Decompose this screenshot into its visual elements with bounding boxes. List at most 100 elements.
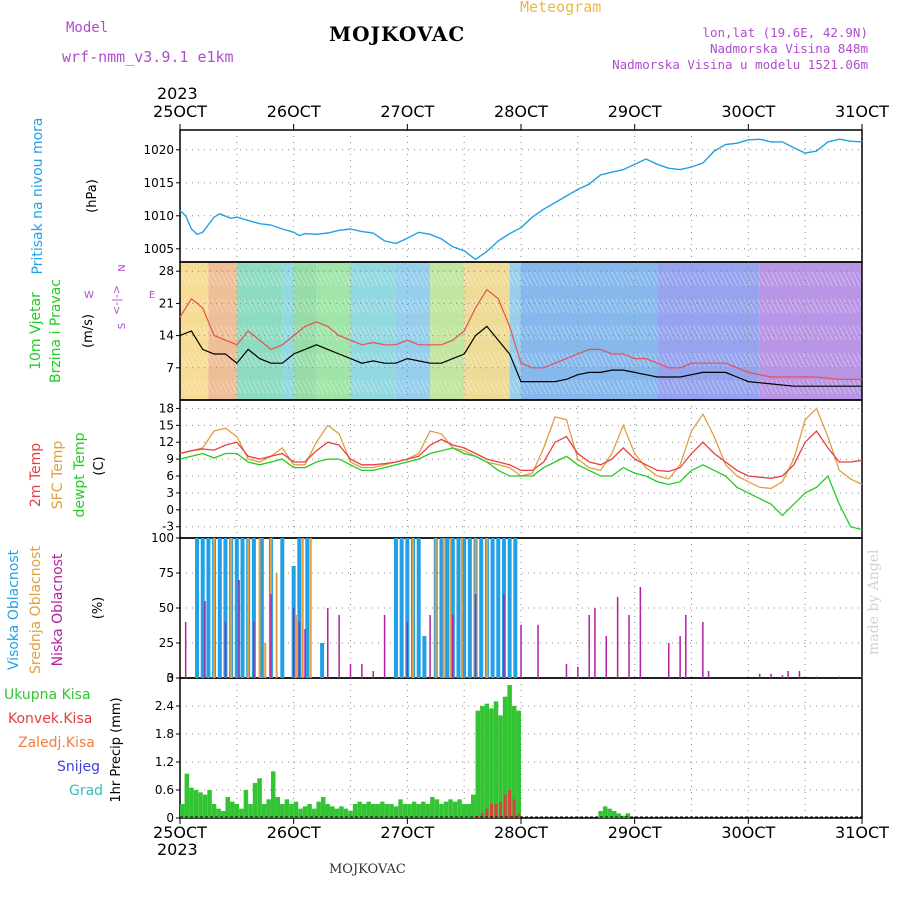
wind-barb: [766, 325, 774, 341]
wind-barb: [179, 325, 188, 341]
wind-barb: [243, 271, 252, 287]
precip-bar-convective: [494, 804, 498, 818]
cloud-bar-low: [204, 601, 206, 678]
wind-barb: [543, 298, 552, 314]
wind-barb: [688, 379, 697, 395]
wind-barb: [647, 352, 656, 368]
wind-barb: [606, 325, 615, 341]
wind-barb: [306, 325, 315, 341]
wind-barb: [184, 298, 192, 314]
wind-barb: [265, 271, 274, 287]
wind-barb: [402, 325, 411, 341]
wind-barb: [834, 271, 843, 287]
wind-barb: [315, 298, 324, 314]
wind-barb: [225, 298, 233, 314]
y-tick-label: 14: [159, 329, 174, 343]
wind-barb: [643, 379, 652, 395]
wind-barb: [802, 271, 811, 287]
wind-barb: [202, 325, 211, 341]
wind-barb: [252, 379, 261, 395]
precip-bar-total: [266, 799, 271, 818]
precip-bar-total: [293, 801, 299, 818]
wind-barb: [211, 379, 220, 395]
y-tick-label: 12: [159, 435, 174, 449]
cloud-bar-high: [206, 538, 211, 678]
wind-barb: [525, 352, 533, 368]
precip-bar-total: [298, 808, 303, 818]
wind-barb: [511, 298, 520, 314]
wind-barb: [661, 271, 670, 287]
wind-barb: [561, 352, 570, 368]
wind-barb: [456, 379, 465, 395]
cloud-bar-low: [798, 671, 801, 678]
cloud-bar-low: [429, 615, 431, 678]
wind-barb: [538, 298, 547, 314]
wind-barb: [529, 298, 538, 314]
wind-barb: [479, 379, 488, 395]
panel-frame: [179, 399, 863, 539]
cloud-bar-low: [406, 622, 409, 678]
wind-barb: [247, 271, 256, 287]
wind-barb: [502, 298, 511, 314]
wind-barb-band: [293, 262, 317, 400]
cloud-bar-high: [479, 538, 484, 678]
wind-barb: [579, 325, 588, 341]
precip-bar-total: [252, 783, 258, 818]
wind-barb: [215, 352, 224, 368]
wind-barb: [620, 379, 629, 395]
wind-barb: [684, 325, 693, 341]
precip-bar-total: [430, 797, 435, 818]
x-tick-label-bottom: 27OCT: [380, 823, 434, 842]
wind-barb: [729, 352, 738, 368]
precip-bar-total: [320, 797, 326, 818]
wind-barb: [215, 379, 224, 395]
wind-barb: [770, 325, 779, 341]
wind-barb: [397, 352, 406, 368]
precip-bar-total: [289, 804, 294, 818]
cloud-bar-mid: [412, 538, 415, 678]
wind-barb: [438, 379, 447, 395]
wind-barb: [675, 379, 684, 395]
wind-barb: [470, 271, 479, 287]
wind-barb: [684, 379, 693, 395]
wind-barb: [857, 352, 865, 368]
x-tick-label-top: 31OCT: [835, 102, 889, 121]
cloud-bar-high: [416, 538, 421, 678]
cloud-bar-low: [787, 671, 789, 678]
wind-barb: [756, 352, 765, 368]
wind-barb: [265, 325, 274, 341]
wind-barb: [738, 352, 747, 368]
wind-barb: [365, 298, 374, 314]
wind-barb: [784, 298, 793, 314]
wind-barb: [284, 271, 293, 287]
wind-barb: [829, 352, 838, 368]
wind-barb: [225, 325, 233, 341]
wind-barb: [543, 325, 552, 341]
wind-barb: [529, 271, 538, 287]
wind-barb: [443, 352, 452, 368]
wind-barb: [552, 271, 561, 287]
precip-bar-total: [230, 801, 235, 818]
wind-barb: [770, 298, 779, 314]
precip-bar-total: [357, 801, 362, 818]
wind-barb: [452, 352, 461, 368]
wind-barb: [279, 379, 288, 395]
cloud-bar-low: [537, 624, 539, 678]
wind-barb: [647, 271, 656, 287]
cloud-bar-high: [280, 538, 285, 678]
wind-barb: [570, 298, 579, 314]
wind-barb: [729, 325, 738, 341]
wind-barb: [720, 352, 729, 368]
wind-barb: [229, 325, 238, 341]
wind-barb: [256, 379, 265, 395]
cloud-bar-low: [452, 615, 454, 678]
wind-barb: [779, 325, 788, 341]
precip-bar-total: [625, 813, 631, 818]
wind-barb: [829, 298, 838, 314]
wind-barb: [588, 298, 597, 314]
wind-barb-band: [208, 262, 237, 400]
wind-barb: [497, 271, 506, 287]
wind-barb: [820, 271, 829, 287]
cloud-bar-low: [270, 594, 272, 678]
wind-barb: [197, 352, 206, 368]
